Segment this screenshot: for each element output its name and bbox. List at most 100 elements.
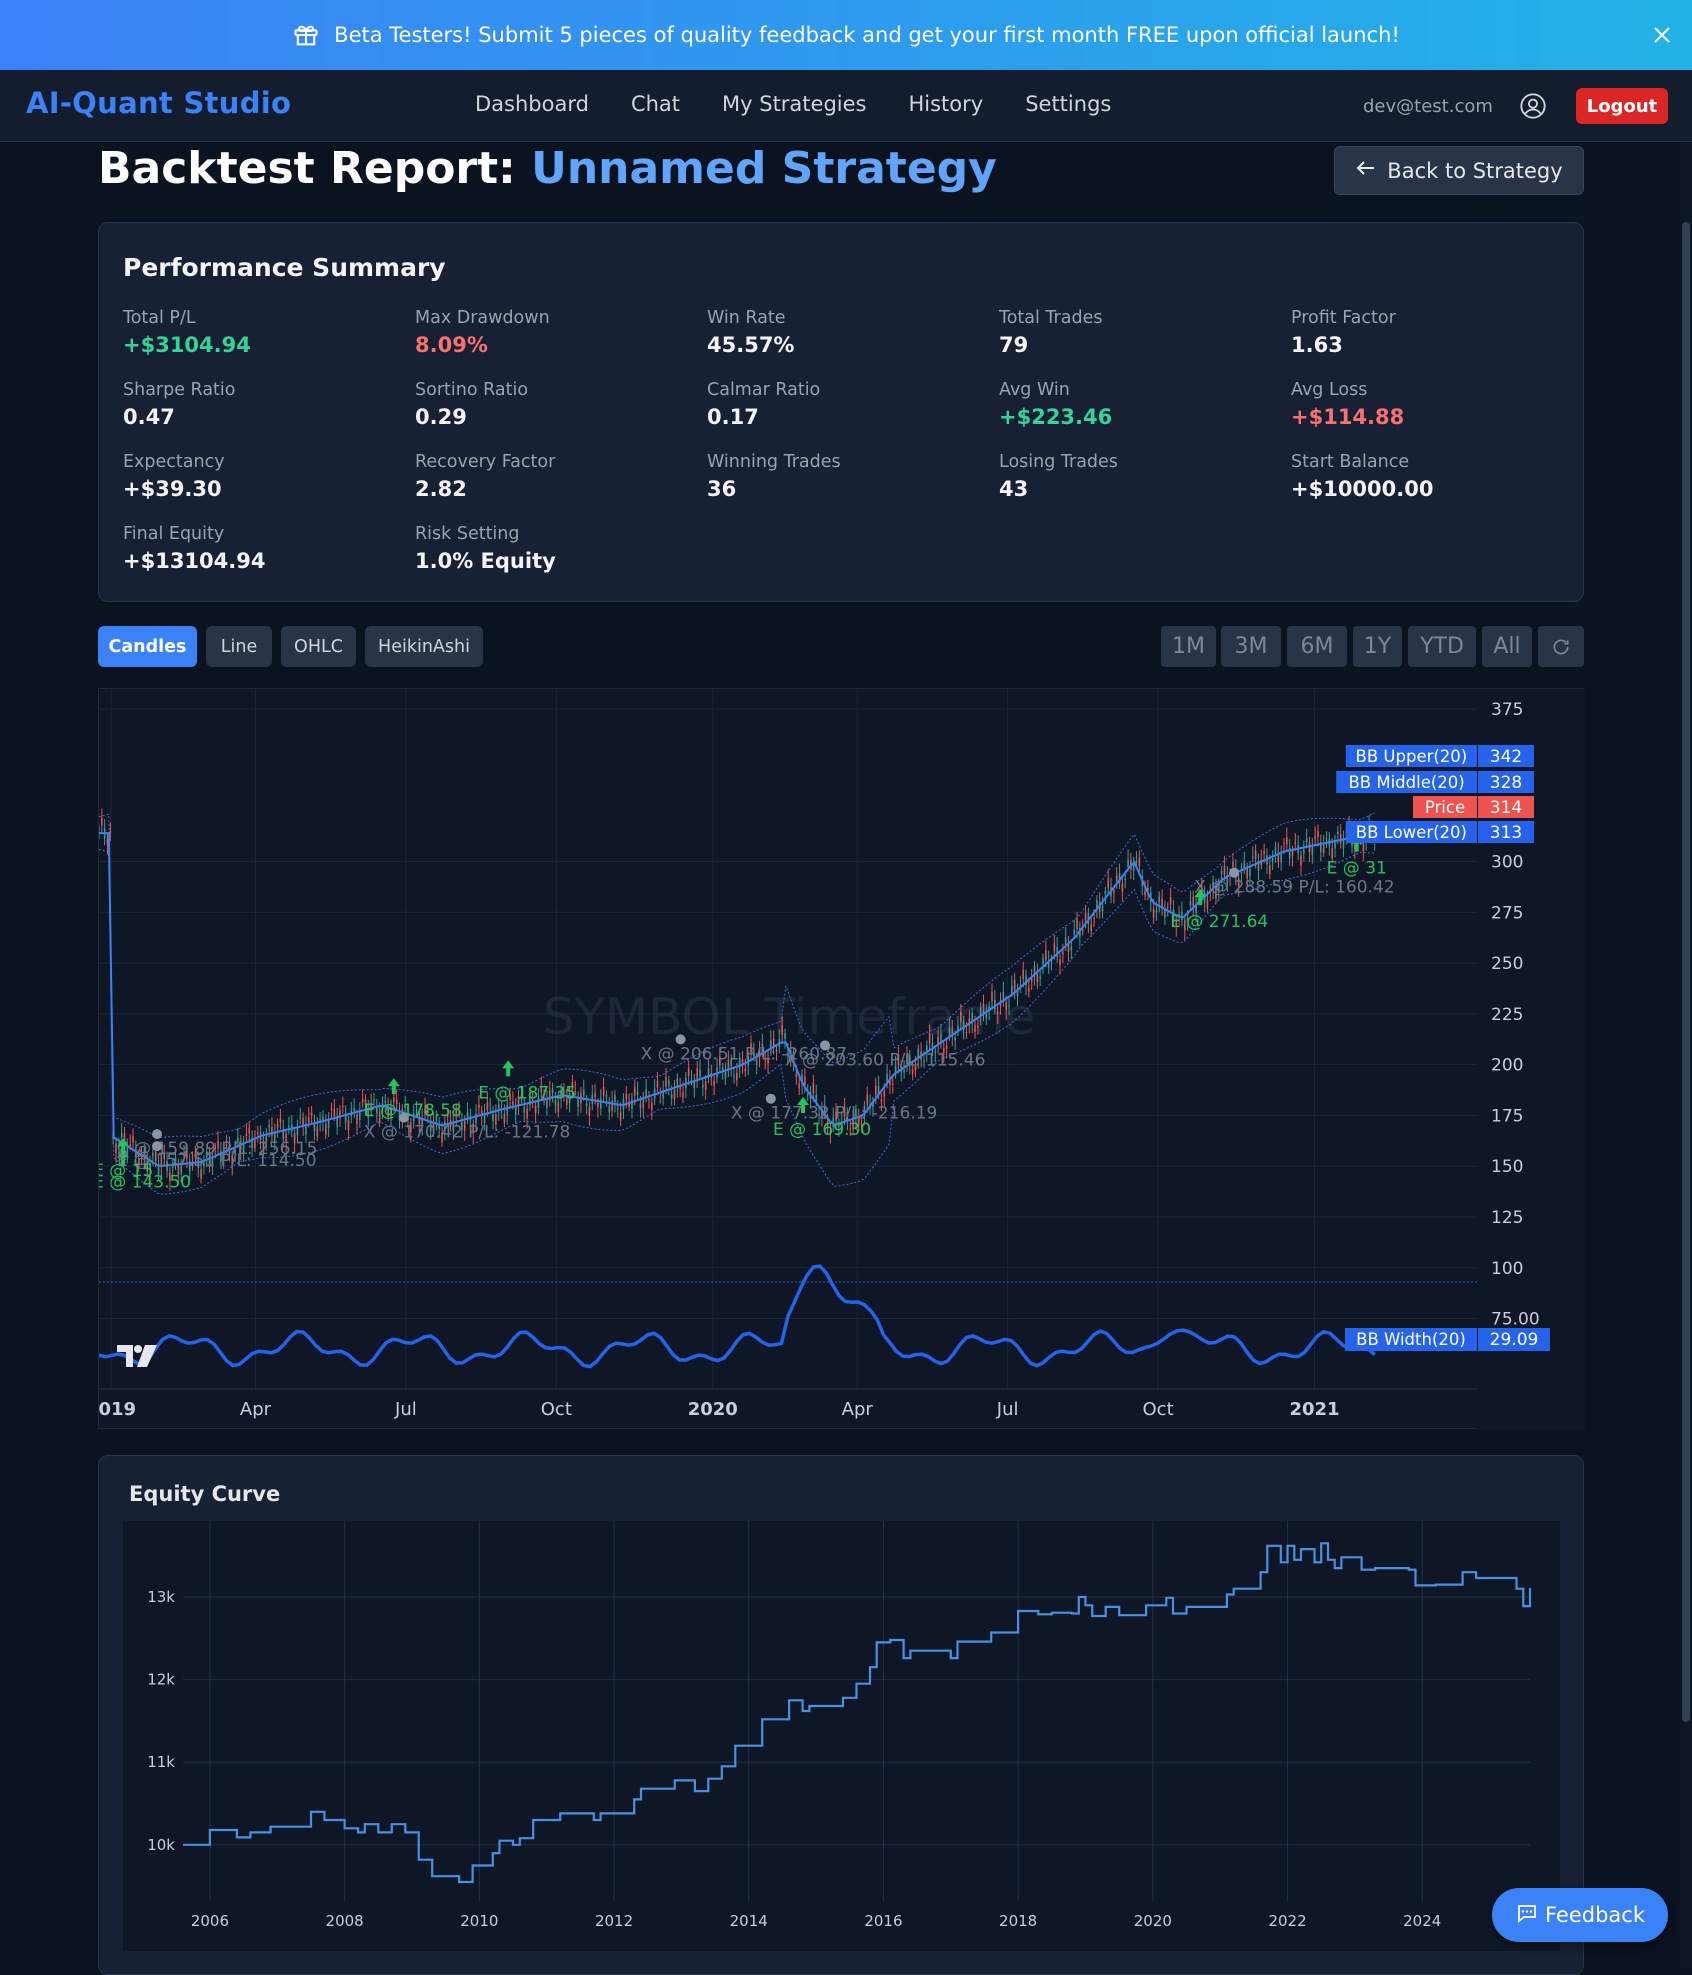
candle-body	[823, 1105, 826, 1115]
candle-body	[506, 1105, 509, 1115]
candle-body	[489, 1103, 492, 1105]
refresh-icon[interactable]	[1538, 626, 1584, 667]
candle-body	[461, 1121, 463, 1130]
user-circle-icon[interactable]	[1519, 92, 1547, 120]
candle-body	[996, 1011, 999, 1015]
range-all[interactable]: All	[1482, 626, 1532, 667]
y-tick-label: 200	[1491, 1056, 1523, 1076]
candle-body	[217, 1140, 219, 1149]
range-1m[interactable]: 1M	[1161, 626, 1216, 667]
candle-body	[906, 1054, 908, 1065]
candle-body	[279, 1118, 282, 1123]
entry-arrow-icon	[502, 1060, 515, 1077]
range-3m[interactable]: 3M	[1221, 626, 1281, 667]
candle-body	[758, 1047, 761, 1058]
candle-body	[1022, 969, 1024, 979]
candle-body	[1303, 849, 1305, 854]
candle-body	[1226, 875, 1229, 885]
candle-body	[242, 1144, 245, 1153]
metric-value: 0.29	[415, 405, 467, 429]
chart-type-candles[interactable]: Candles	[98, 626, 197, 667]
legend-name: BB Lower(20)	[1356, 823, 1467, 842]
chart-type-line[interactable]: Line	[206, 626, 272, 667]
candle-body	[588, 1106, 591, 1116]
candle-body	[517, 1095, 520, 1106]
equity-curve-chart[interactable]: 10k 11k 12k 13k 2006 2008 2010 2012 2014 2016 2018…	[123, 1521, 1560, 1951]
logout-button[interactable]: Logout	[1576, 88, 1668, 124]
nav-link-history[interactable]: History	[908, 92, 984, 116]
candle-body	[1240, 871, 1243, 874]
metric-value: +$3104.94	[123, 333, 251, 357]
candle-body	[1144, 890, 1146, 896]
candle-body	[404, 1105, 406, 1108]
back-to-strategy-button[interactable]: Back to Strategy	[1334, 146, 1584, 195]
candle-body	[1155, 910, 1158, 913]
candle-body	[1138, 857, 1141, 867]
candle-body	[1147, 887, 1149, 892]
candle-body	[157, 1164, 160, 1174]
candle-body	[1294, 842, 1297, 844]
candle-body	[1215, 888, 1217, 899]
candle-body	[296, 1128, 299, 1136]
exit-trade-label: E @ 157.51 P/L: 114.50	[117, 1151, 317, 1171]
metric-label: Sortino Ratio	[415, 380, 529, 400]
candle-body	[724, 1072, 727, 1079]
range-ytd[interactable]: YTD	[1408, 626, 1476, 667]
metric-value: 0.17	[707, 405, 759, 429]
candle-body	[395, 1099, 398, 1104]
candle-body	[472, 1123, 475, 1133]
exit-marker	[398, 1112, 409, 1123]
candle-body	[523, 1107, 526, 1113]
scrollbar-thumb[interactable]	[1682, 222, 1690, 1722]
candle-body	[863, 1105, 866, 1115]
candle-body	[642, 1097, 645, 1108]
candle-body	[753, 1052, 755, 1057]
candle-body	[925, 1045, 928, 1053]
nav-link-chat[interactable]: Chat	[630, 92, 681, 116]
legend-value-bg	[1478, 1328, 1550, 1351]
candle-body	[512, 1101, 514, 1105]
candle-body	[1189, 900, 1192, 906]
candle-body	[220, 1151, 222, 1162]
feedback-button[interactable]: Feedback	[1492, 1888, 1668, 1942]
candle-body	[988, 1006, 990, 1011]
nav-link-my-strategies[interactable]: My Strategies	[722, 92, 867, 116]
candle-body	[1243, 861, 1246, 869]
candle-body	[1269, 865, 1271, 875]
range-6m[interactable]: 6M	[1287, 626, 1347, 667]
candle-body	[214, 1147, 217, 1149]
plot-area	[99, 689, 1477, 1389]
tradingview-logo-icon	[117, 1345, 157, 1367]
nav-link-dashboard[interactable]: Dashboard	[475, 92, 589, 116]
price-chart-svg[interactable]: 375 300 275 250 225 200 175 150 125 100 75.00 2019 A…	[99, 689, 1585, 1430]
chart-type-heikinashi[interactable]: HeikinAshi	[365, 626, 483, 667]
equity-x-tick: 2016	[864, 1912, 902, 1930]
candle-body	[940, 1033, 942, 1044]
range-1y[interactable]: 1Y	[1353, 626, 1402, 667]
metric-value: +$10000.00	[1291, 477, 1434, 501]
candle-body	[755, 1060, 758, 1065]
equity-x-tick: 2018	[999, 1912, 1037, 1930]
candle-body	[1192, 897, 1195, 907]
candle-body	[180, 1166, 183, 1174]
brand-logo[interactable]: AI-Quant Studio	[26, 86, 292, 120]
candle-body	[322, 1116, 324, 1122]
metric-start-balance: Start Balance +$10000.00	[1291, 451, 1571, 502]
candle-body	[1334, 842, 1336, 849]
metric-label: Total P/L	[123, 308, 196, 328]
candle-body	[106, 838, 109, 845]
candle-body	[177, 1164, 180, 1176]
candle-body	[497, 1104, 500, 1111]
nav-link-settings[interactable]: Settings	[1025, 92, 1112, 116]
candle-body	[891, 1083, 894, 1085]
candle-body	[702, 1085, 704, 1088]
candle-body	[914, 1065, 917, 1071]
price-chart[interactable]: 375 300 275 250 225 200 175 150 125 100 75.00 2019 A…	[98, 688, 1585, 1430]
entry-arrow-icon	[387, 1078, 400, 1095]
metric-avg-loss: Avg Loss +$114.88	[1291, 379, 1571, 430]
candle-body	[393, 1097, 395, 1102]
chart-type-ohlc[interactable]: OHLC	[281, 626, 356, 667]
close-icon[interactable]	[1646, 19, 1678, 51]
metric-expectancy: Expectancy +$39.30	[123, 451, 403, 502]
candle-body	[628, 1103, 630, 1107]
